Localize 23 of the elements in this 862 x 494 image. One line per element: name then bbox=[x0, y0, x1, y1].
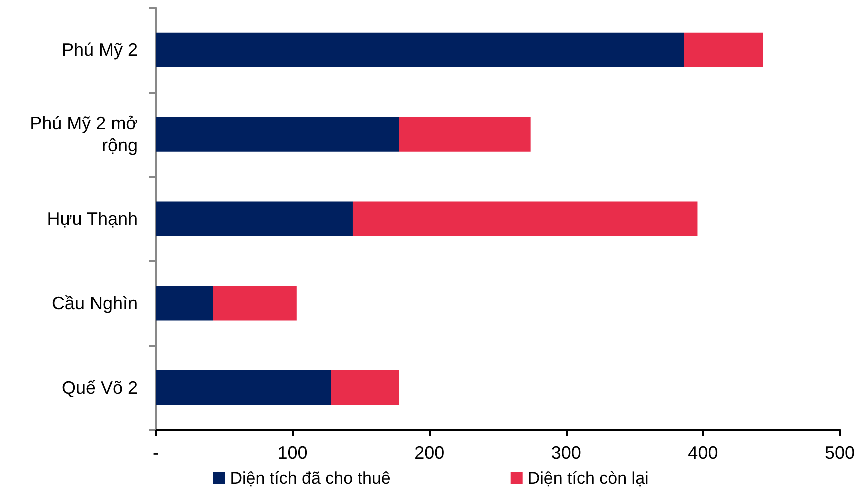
x-tick-label: 400 bbox=[688, 443, 718, 463]
y-tick-label: Cầu Nghìn bbox=[52, 293, 138, 314]
bar bbox=[156, 32, 684, 68]
y-tick-label: Quế Võ 2 bbox=[62, 378, 138, 398]
bar bbox=[213, 286, 297, 321]
legend-label: Diện tích đã cho thuê bbox=[230, 469, 391, 488]
legend-label: Diện tích còn lại bbox=[528, 469, 649, 488]
x-tick-label: - bbox=[153, 443, 159, 463]
x-tick-label: 100 bbox=[278, 443, 308, 463]
bar bbox=[156, 202, 353, 236]
x-tick-label: 300 bbox=[551, 443, 582, 463]
y-tick-label: Phú Mỹ 2 bbox=[62, 40, 138, 60]
x-tick-label: 500 bbox=[824, 443, 856, 463]
bar bbox=[331, 370, 400, 406]
bar bbox=[156, 370, 332, 406]
bar bbox=[352, 202, 698, 236]
bar bbox=[156, 286, 214, 321]
bar bbox=[400, 117, 531, 152]
x-tick-label: 200 bbox=[414, 443, 445, 463]
bar bbox=[684, 32, 764, 68]
y-tick-label: Phú Mỹ 2 mở rộng bbox=[30, 114, 138, 156]
bar bbox=[156, 117, 400, 152]
y-tick-label: Hựu Thạnh bbox=[47, 209, 138, 229]
